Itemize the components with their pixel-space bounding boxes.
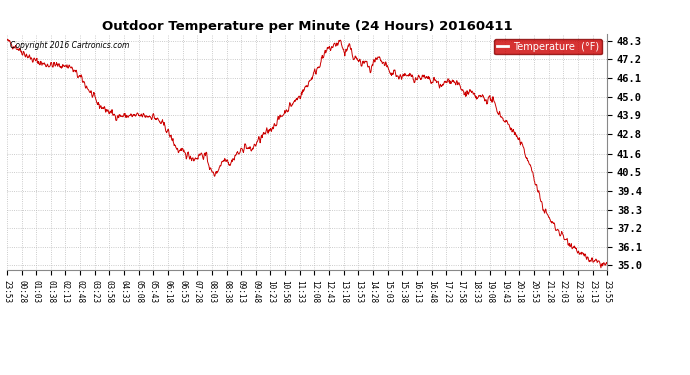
- Legend: Temperature  (°F): Temperature (°F): [494, 39, 602, 54]
- Title: Outdoor Temperature per Minute (24 Hours) 20160411: Outdoor Temperature per Minute (24 Hours…: [101, 20, 513, 33]
- Text: Copyright 2016 Cartronics.com: Copyright 2016 Cartronics.com: [10, 41, 129, 50]
